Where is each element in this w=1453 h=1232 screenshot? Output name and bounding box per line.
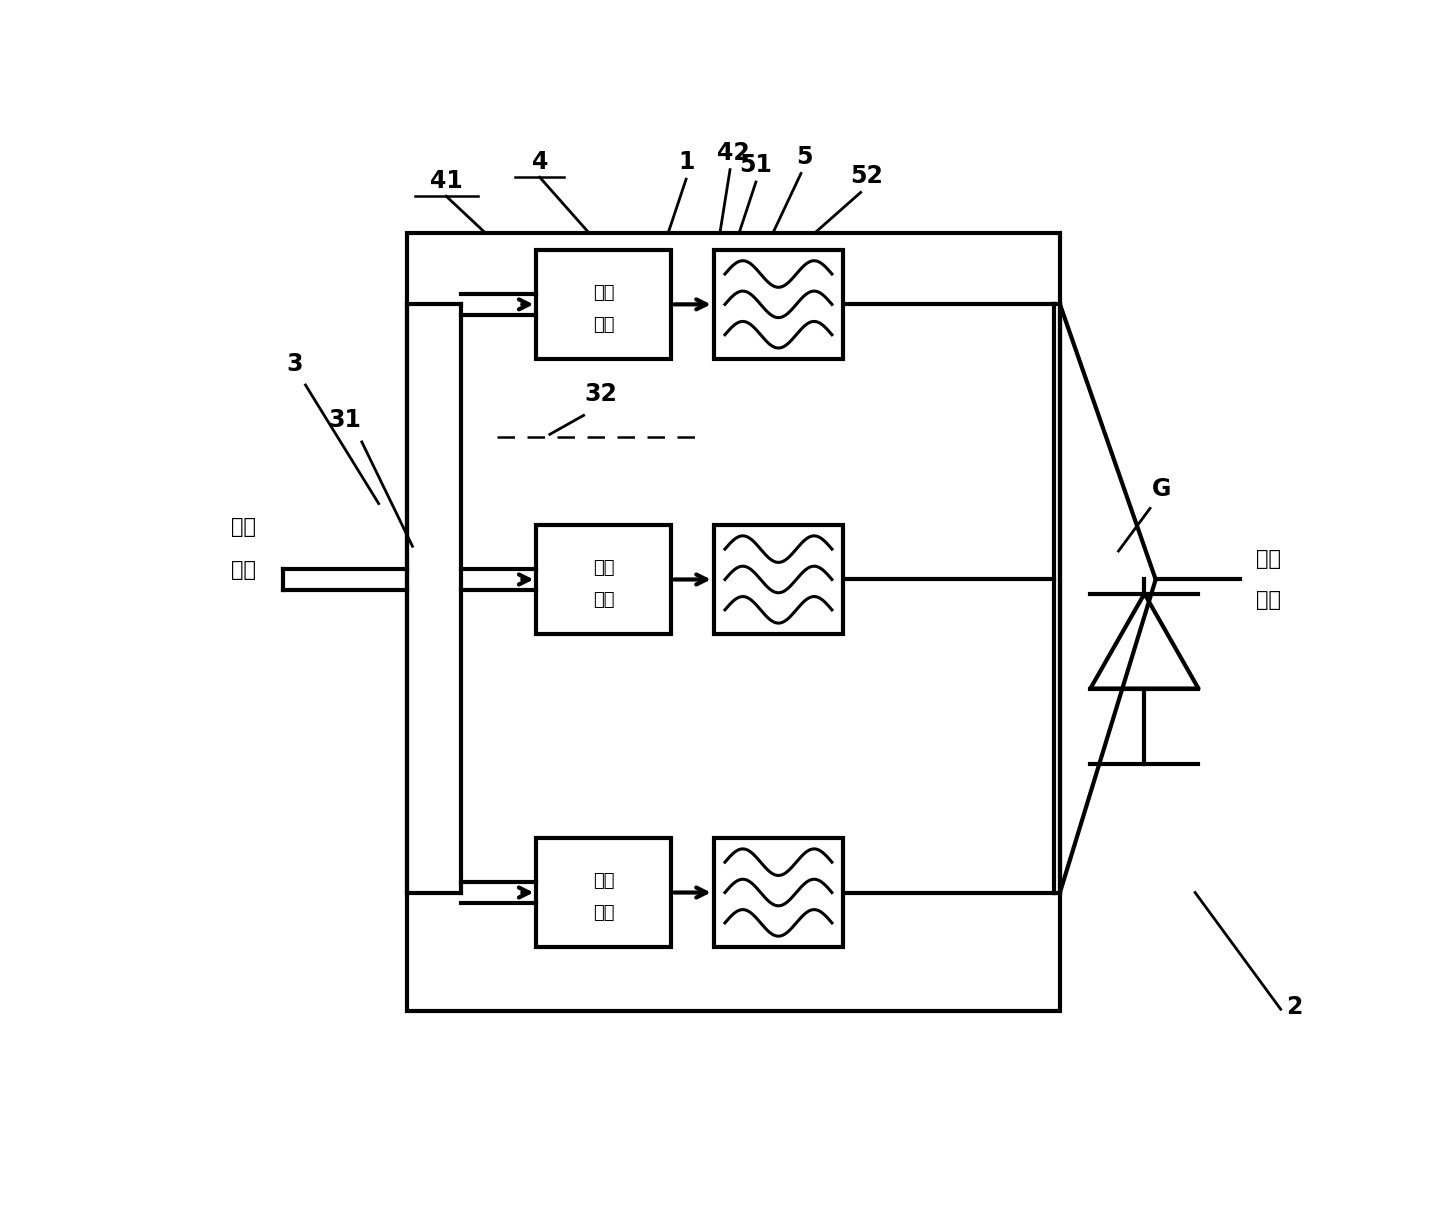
Text: 52: 52 — [850, 164, 883, 187]
Text: 41: 41 — [430, 169, 462, 193]
Text: 31: 31 — [328, 409, 362, 432]
Text: 输出: 输出 — [1255, 590, 1280, 610]
Text: 变换: 变换 — [593, 904, 615, 923]
Text: 1: 1 — [679, 150, 695, 175]
Text: 42: 42 — [716, 140, 750, 165]
Text: 阻抗: 阻抗 — [593, 285, 615, 302]
Text: G: G — [1152, 477, 1171, 500]
Bar — [407, 233, 1061, 1011]
Text: 3: 3 — [286, 351, 302, 376]
Bar — [536, 250, 671, 359]
Text: 变换: 变换 — [593, 591, 615, 610]
Text: 变换: 变换 — [593, 317, 615, 334]
Bar — [713, 250, 843, 359]
Text: 2: 2 — [1286, 994, 1302, 1019]
Text: 直流: 直流 — [1255, 548, 1280, 569]
Bar — [536, 525, 671, 634]
Text: 32: 32 — [584, 382, 618, 405]
Bar — [713, 838, 843, 947]
Text: 阻抗: 阻抗 — [593, 872, 615, 891]
Text: 51: 51 — [740, 153, 773, 177]
Text: 阻抗: 阻抗 — [593, 559, 615, 577]
Text: 微波: 微波 — [231, 517, 256, 537]
Bar — [536, 838, 671, 947]
Text: 5: 5 — [796, 144, 812, 169]
Text: 输入: 输入 — [231, 561, 256, 580]
Text: 4: 4 — [532, 150, 548, 175]
Bar — [713, 525, 843, 634]
